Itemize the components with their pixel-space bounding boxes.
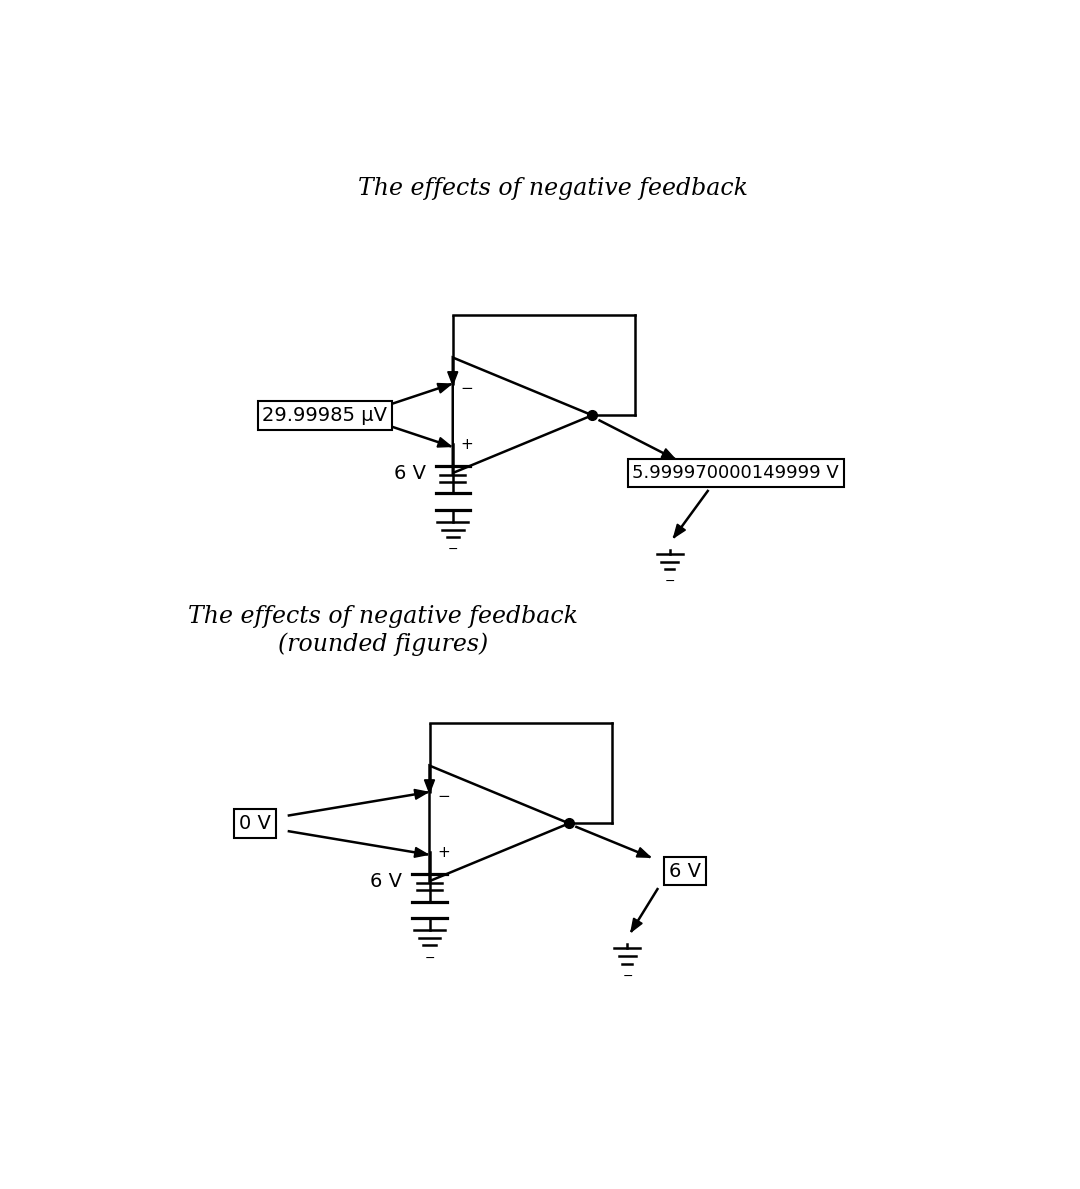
- Polygon shape: [437, 384, 451, 392]
- Text: $+$: $+$: [460, 436, 473, 452]
- Text: $-$: $-$: [437, 787, 450, 803]
- Polygon shape: [414, 789, 428, 799]
- Text: $-$: $-$: [664, 574, 675, 587]
- Text: $+$: $+$: [437, 844, 450, 860]
- Text: $-$: $-$: [424, 950, 435, 963]
- Text: 29.99985 μV: 29.99985 μV: [262, 405, 388, 424]
- Text: 5.999970000149999 V: 5.999970000149999 V: [632, 464, 839, 482]
- Polygon shape: [636, 848, 650, 857]
- Text: $-$: $-$: [447, 542, 458, 555]
- Text: The effects of negative feedback: The effects of negative feedback: [359, 176, 748, 200]
- Polygon shape: [414, 848, 428, 857]
- Polygon shape: [674, 524, 686, 537]
- Polygon shape: [448, 372, 458, 385]
- Polygon shape: [437, 438, 451, 447]
- Text: The effects of negative feedback
(rounded figures): The effects of negative feedback (rounde…: [188, 605, 578, 655]
- Text: $-$: $-$: [622, 969, 633, 982]
- Text: $-$: $-$: [460, 379, 473, 394]
- Text: 6 V: 6 V: [393, 464, 426, 483]
- Polygon shape: [631, 918, 643, 932]
- Polygon shape: [661, 448, 675, 459]
- Text: 0 V: 0 V: [239, 813, 271, 832]
- Text: 6 V: 6 V: [370, 872, 403, 891]
- Polygon shape: [424, 780, 434, 793]
- Text: 6 V: 6 V: [670, 862, 701, 881]
